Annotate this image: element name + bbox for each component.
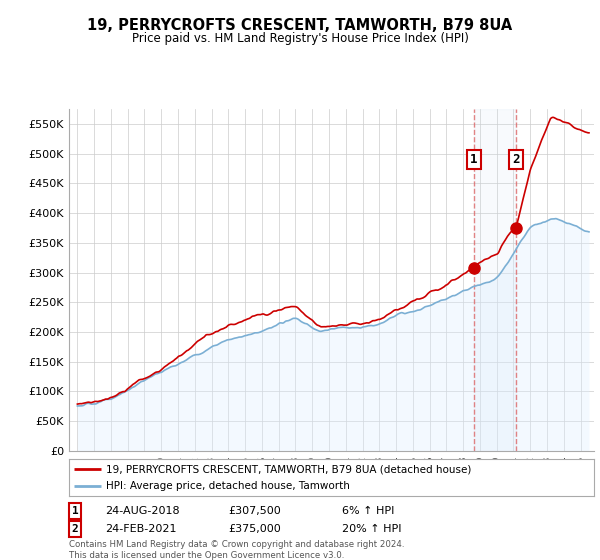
Text: 19, PERRYCROFTS CRESCENT, TAMWORTH, B79 8UA: 19, PERRYCROFTS CRESCENT, TAMWORTH, B79 … [88, 18, 512, 32]
Text: 19, PERRYCROFTS CRESCENT, TAMWORTH, B79 8UA (detached house): 19, PERRYCROFTS CRESCENT, TAMWORTH, B79 … [106, 464, 471, 474]
Text: 20% ↑ HPI: 20% ↑ HPI [342, 524, 401, 534]
Text: 24-FEB-2021: 24-FEB-2021 [105, 524, 176, 534]
Text: Price paid vs. HM Land Registry's House Price Index (HPI): Price paid vs. HM Land Registry's House … [131, 31, 469, 45]
Text: 6% ↑ HPI: 6% ↑ HPI [342, 506, 394, 516]
Text: 1: 1 [470, 153, 478, 166]
Text: 24-AUG-2018: 24-AUG-2018 [105, 506, 179, 516]
Bar [474, 109, 516, 451]
Text: Contains HM Land Registry data © Crown copyright and database right 2024.
This d: Contains HM Land Registry data © Crown c… [69, 540, 404, 559]
Text: £375,000: £375,000 [228, 524, 281, 534]
Text: 2: 2 [512, 153, 520, 166]
Text: £307,500: £307,500 [228, 506, 281, 516]
Text: 1: 1 [71, 506, 79, 516]
Text: HPI: Average price, detached house, Tamworth: HPI: Average price, detached house, Tamw… [106, 481, 350, 491]
Text: 2: 2 [71, 524, 79, 534]
